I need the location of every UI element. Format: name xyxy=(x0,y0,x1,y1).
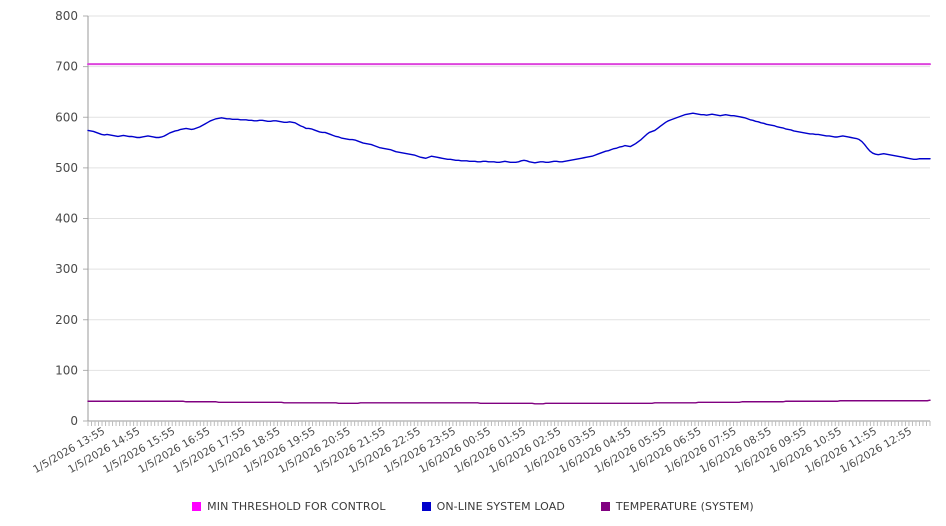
y-tick-label: 800 xyxy=(55,9,78,23)
chart-legend: MIN THRESHOLD FOR CONTROL ON-LINE SYSTEM … xyxy=(0,494,946,518)
legend-item[interactable]: MIN THRESHOLD FOR CONTROL xyxy=(192,500,385,513)
y-tick-label: 300 xyxy=(55,262,78,276)
legend-item[interactable]: ON-LINE SYSTEM LOAD xyxy=(421,499,565,513)
x-axis xyxy=(87,420,931,426)
y-tick-label: 0 xyxy=(70,414,78,428)
legend-swatch-icon xyxy=(600,501,610,511)
legend-label: TEMPERATURE (SYSTEM) xyxy=(615,499,754,513)
legend-swatch-icon xyxy=(192,501,202,511)
y-tick-label: 200 xyxy=(55,313,78,327)
y-tick-label: 400 xyxy=(55,212,78,226)
y-tick-label: 600 xyxy=(55,110,78,124)
legend-label: MIN THRESHOLD FOR CONTROL xyxy=(207,499,386,513)
x-tick-labels: 1/5/2026 13:551/5/2026 14:551/5/2026 15:… xyxy=(31,425,914,476)
y-axis: 0 100 200 300 400 500 600 700 800 xyxy=(55,9,89,428)
legend-label: ON-LINE SYSTEM LOAD xyxy=(436,499,565,513)
y-tick-label: 700 xyxy=(55,60,78,74)
series-line xyxy=(87,112,931,164)
series-line xyxy=(87,399,931,405)
gridlines xyxy=(88,15,930,371)
legend-swatch-icon xyxy=(421,501,431,511)
y-tick-label: 100 xyxy=(55,363,78,377)
legend-item[interactable]: TEMPERATURE (SYSTEM) xyxy=(600,499,754,513)
data-series xyxy=(87,63,931,405)
y-tick-label: 500 xyxy=(55,161,78,175)
